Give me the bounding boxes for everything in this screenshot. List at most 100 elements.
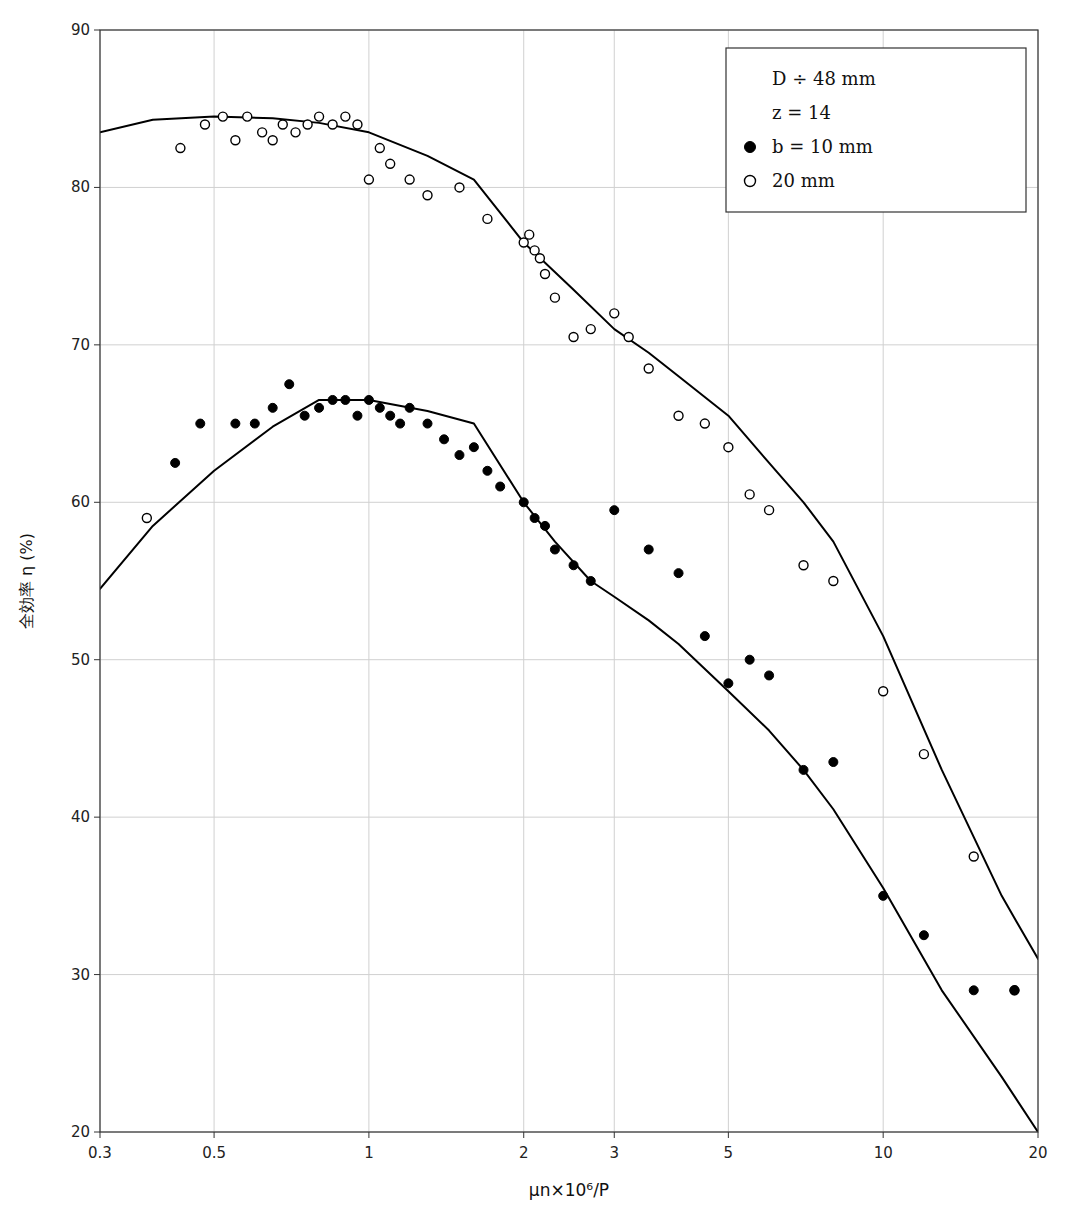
x-tick [214, 1132, 215, 1138]
filled-point [969, 986, 978, 995]
y-tick-label: 50 [71, 651, 90, 669]
open-point [268, 136, 277, 145]
open-point [969, 852, 978, 861]
open-point [724, 443, 733, 452]
y-tick [94, 502, 100, 503]
open-point [375, 144, 384, 153]
legend-box [726, 48, 1026, 212]
x-grid-line [614, 30, 615, 1132]
filled-point [1010, 986, 1019, 995]
open-point [525, 230, 534, 239]
chart: 0.30.5123510202030405060708090μn×10⁶/P全効… [0, 0, 1072, 1222]
y-grid-line [100, 659, 1038, 660]
open-point [405, 175, 414, 184]
open-point [483, 214, 492, 223]
filled-point [423, 419, 432, 428]
filled-point [644, 545, 653, 554]
x-tick [728, 1132, 729, 1138]
y-tick [94, 30, 100, 31]
x-tick-label: 5 [724, 1144, 734, 1162]
filled-point [440, 435, 449, 444]
filled-point [829, 758, 838, 767]
open-point [423, 191, 432, 200]
filled-point [328, 395, 337, 404]
open-point [258, 128, 267, 137]
y-tick-label: 60 [71, 493, 90, 511]
open-point [341, 112, 350, 121]
y-axis-label: 全効率 η (%) [17, 533, 36, 629]
line-series [100, 400, 1038, 1132]
open-point [745, 490, 754, 499]
filled-point [250, 419, 259, 428]
open-point [303, 120, 312, 129]
filled-point [196, 419, 205, 428]
filled-point [674, 569, 683, 578]
y-tick [94, 1132, 100, 1133]
open-point [879, 687, 888, 696]
line-series [100, 117, 1038, 959]
open-point [142, 514, 151, 523]
open-point [364, 175, 373, 184]
filled-point [799, 765, 808, 774]
x-tick-label: 0.3 [88, 1144, 112, 1162]
open-point [799, 561, 808, 570]
open-point [386, 159, 395, 168]
y-tick [94, 344, 100, 345]
filled-point [610, 506, 619, 515]
open-point [624, 332, 633, 341]
x-tick [368, 1132, 369, 1138]
axes: 0.30.5123510202030405060708090μn×10⁶/P全効… [17, 21, 1048, 1200]
open-point [610, 309, 619, 318]
x-tick-label: 10 [874, 1144, 893, 1162]
filled-point [550, 545, 559, 554]
plot-marks [100, 112, 1038, 1132]
annotation: D ÷ 48 mm [772, 68, 876, 89]
filled-point [569, 561, 578, 570]
open-point [535, 254, 544, 263]
grid [100, 30, 1038, 1132]
x-tick [1038, 1132, 1039, 1138]
x-tick-label: 20 [1028, 1144, 1047, 1162]
y-grid-line [100, 502, 1038, 503]
open-point [278, 120, 287, 129]
open-point [586, 325, 595, 334]
filled-point [353, 411, 362, 420]
filled-point [455, 451, 464, 460]
plot-frame [100, 30, 1038, 1132]
filled-point [469, 443, 478, 452]
x-tick-label: 2 [519, 1144, 529, 1162]
open-point [455, 183, 464, 192]
y-grid-line [100, 974, 1038, 975]
x-grid-line [214, 30, 215, 1132]
legend-entry: b = 10 mm [772, 136, 873, 157]
open-point [218, 112, 227, 121]
filled-point [586, 577, 595, 586]
x-axis-label: μn×10⁶/P [529, 1180, 609, 1200]
y-tick-label: 80 [71, 178, 90, 196]
filled-point [341, 395, 350, 404]
filled-point [268, 403, 277, 412]
filled-point [315, 403, 324, 412]
open-point [315, 112, 324, 121]
y-tick-label: 90 [71, 21, 90, 39]
filled-point [541, 521, 550, 530]
x-grid-line [368, 30, 369, 1132]
y-tick-label: 30 [71, 966, 90, 984]
x-tick-label: 1 [364, 1144, 374, 1162]
open-point [176, 144, 185, 153]
open-point [243, 112, 252, 121]
filled-point [765, 671, 774, 680]
x-tick [614, 1132, 615, 1138]
open-point [919, 750, 928, 759]
x-tick-label: 3 [610, 1144, 620, 1162]
filled-point [285, 380, 294, 389]
y-tick-label: 20 [71, 1123, 90, 1141]
filled-point [375, 403, 384, 412]
open-point [519, 238, 528, 247]
open-point [328, 120, 337, 129]
filled-point [519, 498, 528, 507]
x-tick-label: 0.5 [202, 1144, 226, 1162]
open-point [1010, 986, 1019, 995]
y-tick [94, 659, 100, 660]
open-point [231, 136, 240, 145]
